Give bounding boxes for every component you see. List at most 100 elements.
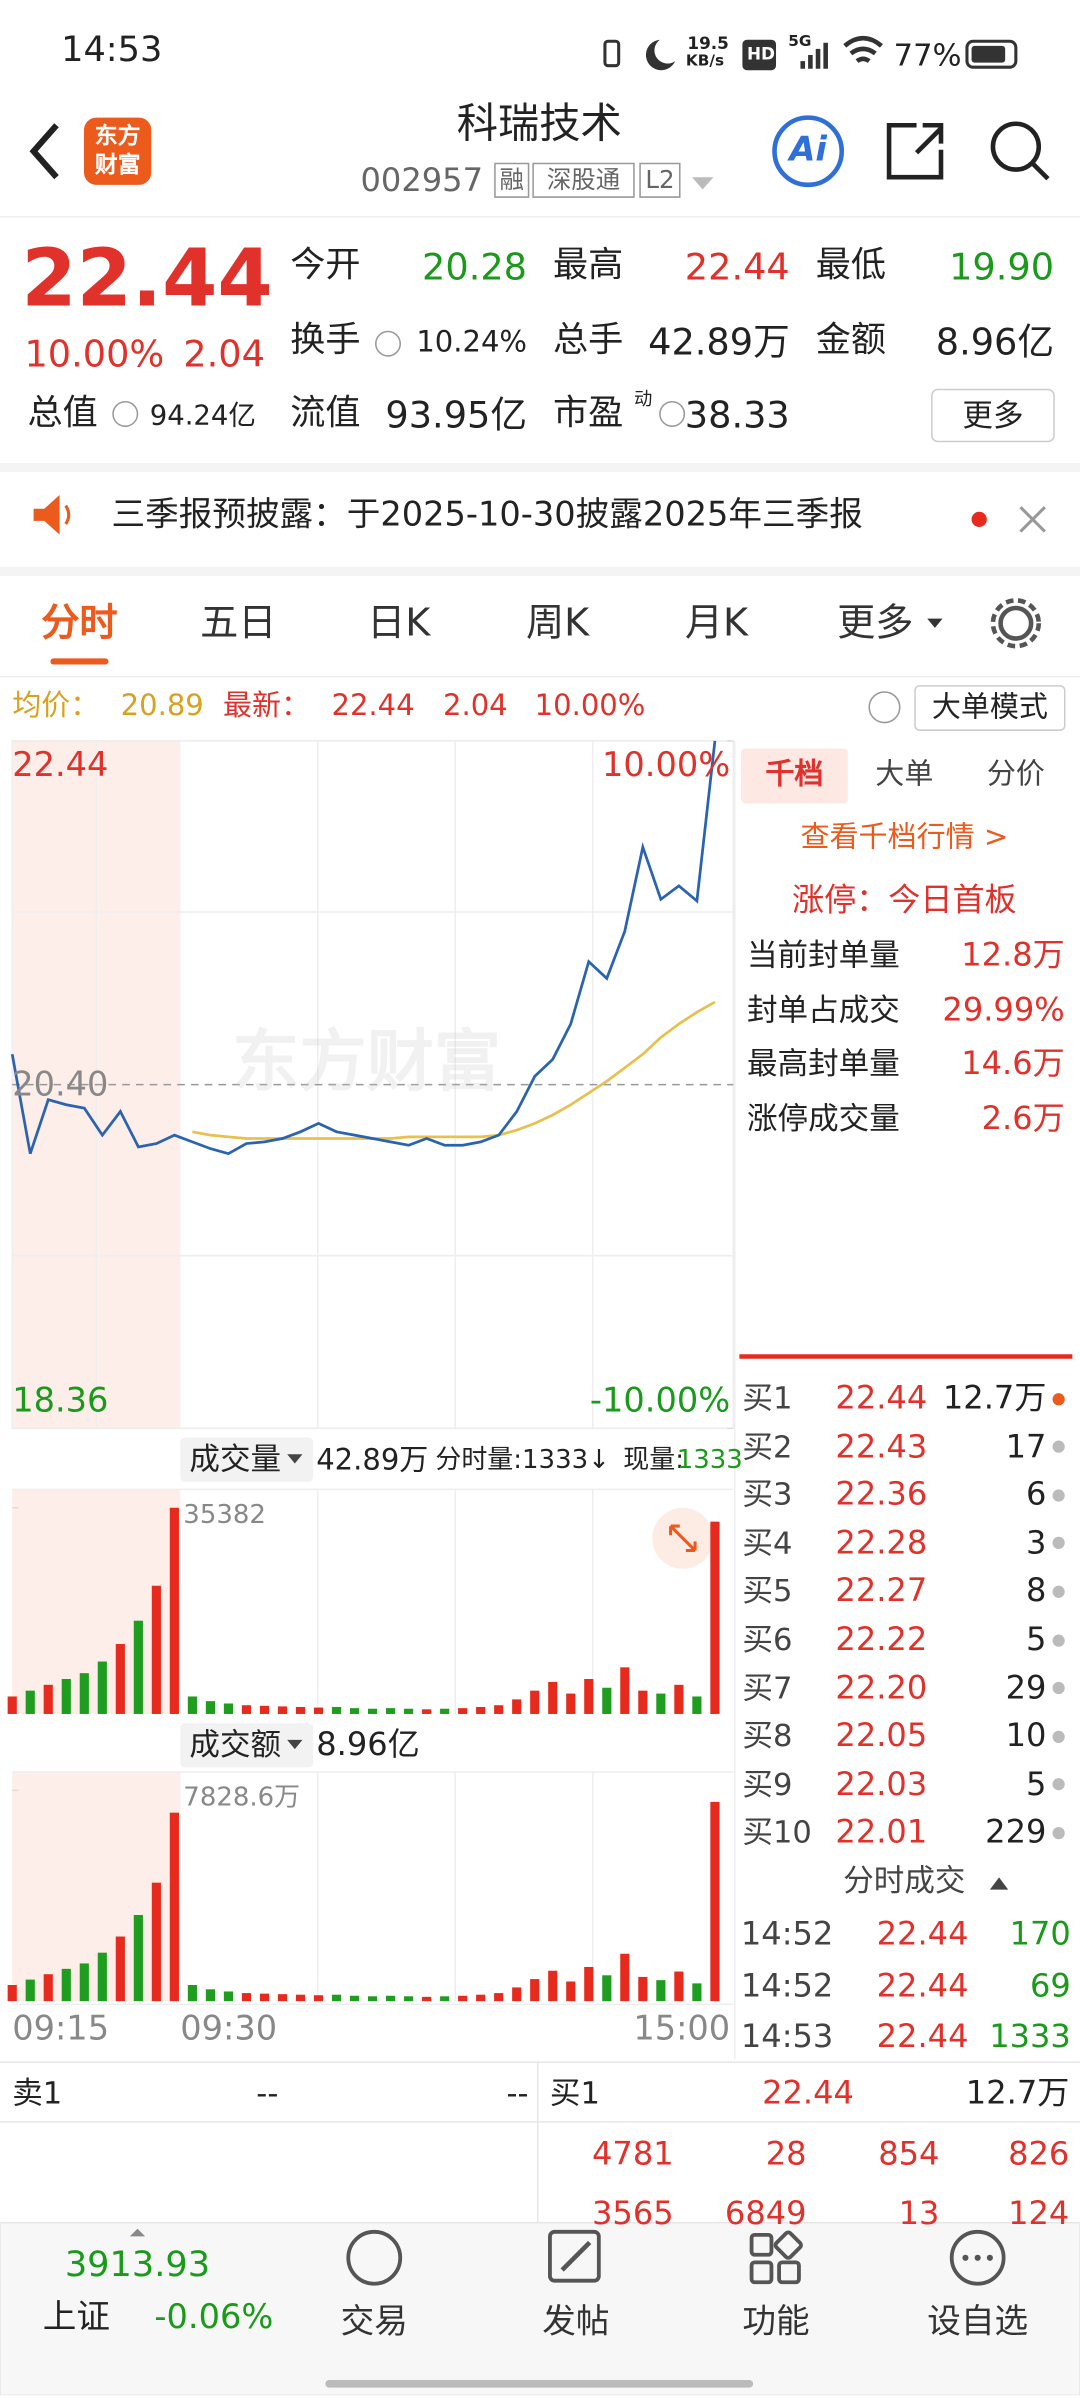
panel-tab[interactable]: 大单	[875, 757, 934, 792]
tab[interactable]: 更多	[837, 600, 914, 645]
bar	[476, 1994, 486, 2002]
bar	[584, 1966, 594, 2002]
back-button[interactable]	[29, 123, 59, 180]
logo	[84, 117, 152, 185]
nav-label[interactable]: 设自选	[927, 2303, 1029, 2342]
trade-time: 14:53	[740, 2017, 834, 2055]
bar	[169, 1507, 179, 1714]
bar	[25, 1979, 35, 2002]
tab[interactable]: 分时	[41, 600, 118, 645]
bar	[241, 1993, 252, 2002]
more-button[interactable]: 更多	[962, 397, 1024, 434]
price: 22.44	[21, 233, 273, 326]
x-tick-label: 09:30	[180, 2010, 278, 2049]
battery-icon	[965, 39, 1018, 69]
bar	[422, 1709, 432, 1714]
panel-tab[interactable]: 千档	[765, 757, 824, 792]
notice: 三季报预披露：于2025-10-30披露2025年三季报	[111, 496, 863, 535]
ai-button[interactable]	[772, 115, 844, 188]
bar	[602, 1687, 612, 1714]
bid-volume: 3	[1025, 1524, 1047, 1561]
bar	[512, 1987, 522, 2002]
info-icon	[375, 330, 401, 357]
bar	[656, 1693, 666, 1714]
field-value: 22.44	[684, 245, 790, 289]
mode-button[interactable]	[914, 685, 1066, 731]
dropdown[interactable]	[692, 177, 714, 190]
bar	[115, 1644, 125, 1714]
ask-volume: --	[506, 2074, 529, 2112]
amount-title: 成交额	[189, 1726, 282, 1763]
tab[interactable]: 五日	[200, 600, 277, 645]
bid-price: 22.27	[835, 1572, 928, 1610]
watermark: 东方财富	[232, 1023, 502, 1102]
bid-label: 买9	[742, 1765, 793, 1803]
x-tick-label: 09:15	[12, 2010, 110, 2049]
tab[interactable]: 日K	[367, 600, 431, 645]
battery-level	[971, 45, 1006, 63]
panel-tab-active[interactable]	[740, 748, 848, 804]
help-icon[interactable]	[868, 691, 901, 724]
mode-button[interactable]: 大单模式	[931, 690, 1048, 725]
stat-value: 14.6万	[961, 1044, 1065, 1082]
index-change: -0.06%	[154, 2299, 274, 2338]
latest-value: 22.44	[331, 688, 415, 723]
panel-tab[interactable]: 分价	[986, 757, 1045, 792]
bar	[313, 1707, 324, 1714]
nav-label[interactable]: 发帖	[542, 2303, 610, 2342]
bid-label: 买4	[742, 1524, 793, 1561]
bid-volume: 12.7万	[965, 2074, 1070, 2112]
ask-price: --	[256, 2074, 279, 2112]
panel-link[interactable]: 查看千档行情 >	[800, 820, 1009, 854]
bar	[241, 1705, 252, 1714]
share-button[interactable]	[886, 122, 944, 180]
tab[interactable]: 周K	[525, 600, 590, 645]
more-button[interactable]	[931, 388, 1055, 443]
avg-value: 20.89	[120, 688, 204, 723]
info-icon	[112, 400, 139, 427]
search-button[interactable]	[990, 121, 1042, 172]
stat-label: 最高封单量	[746, 1044, 900, 1082]
bid-dot	[1052, 1393, 1065, 1406]
hd: HD	[746, 44, 776, 65]
volume-selector[interactable]	[180, 1437, 314, 1482]
stat-label: 涨停成交量	[746, 1099, 900, 1136]
gear-teeth	[990, 598, 1042, 649]
nav-icon[interactable]	[548, 2229, 601, 2283]
bid-price: 22.01	[835, 1813, 928, 1851]
trade-price: 22.44	[876, 2017, 969, 2055]
nav-icon[interactable]	[949, 2229, 1006, 2286]
bar	[259, 1705, 270, 1714]
net-speed: 19.5	[687, 33, 729, 54]
limit-up: 涨停：今日首板	[792, 881, 1017, 919]
field-label: 总值	[27, 394, 98, 434]
nav-label[interactable]: 交易	[340, 2303, 408, 2342]
y-tick-label: 18.36	[12, 1382, 109, 1421]
bar	[710, 1521, 720, 1714]
minute-volume: 分时量:1333↓	[435, 1445, 610, 1476]
pen	[560, 2240, 592, 2272]
bar	[295, 1994, 306, 2002]
bar	[656, 1980, 666, 2002]
bar	[331, 1706, 342, 1714]
bid-label: 买3	[742, 1475, 793, 1513]
settings-button[interactable]	[998, 605, 1034, 641]
nav-icon[interactable]	[346, 2229, 403, 2286]
trade-time: 14:52	[740, 1915, 834, 1953]
nav-icon[interactable]	[749, 2230, 803, 2285]
bar	[494, 1705, 504, 1714]
amount-selector[interactable]	[180, 1723, 314, 1768]
nav-label[interactable]: 功能	[742, 2303, 810, 2342]
bar	[79, 1673, 89, 1714]
trade-volume: 1333	[989, 2017, 1071, 2055]
tab[interactable]: 月K	[684, 600, 749, 645]
field-value: 93.95亿	[385, 394, 528, 437]
bid-label: 买10	[742, 1813, 812, 1851]
field-value: 20.28	[422, 245, 528, 289]
bar	[259, 1993, 270, 2002]
bar	[620, 1667, 630, 1714]
bar	[331, 1994, 342, 2002]
close-button[interactable]	[1019, 506, 1046, 533]
bar	[115, 1936, 125, 2002]
